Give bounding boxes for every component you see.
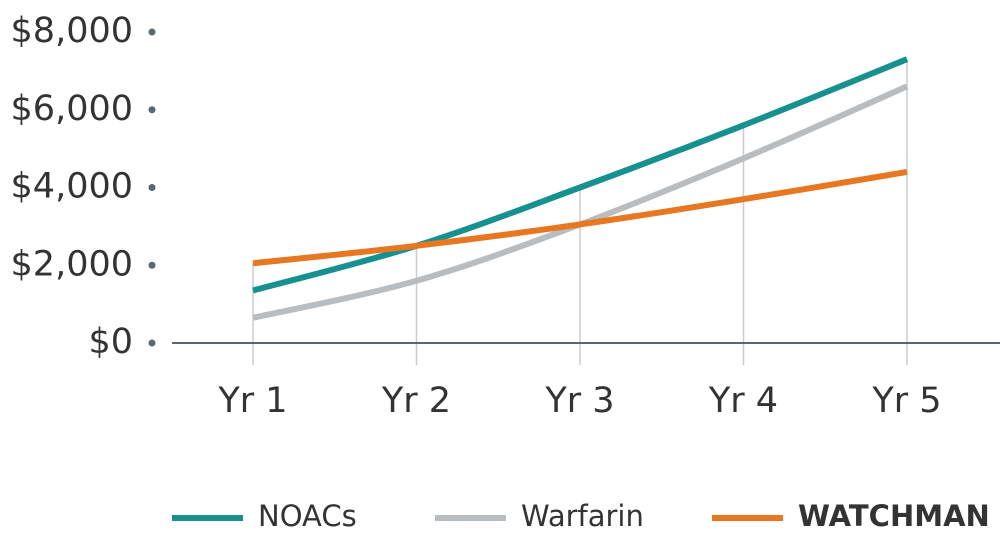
legend-label: NOACs: [258, 499, 357, 533]
y-tick-mark: [148, 339, 156, 347]
y-tick-label: $6,000: [11, 89, 133, 129]
x-tick-label: Yr 3: [544, 381, 614, 421]
legend-label: Warfarin: [521, 499, 644, 533]
x-tick-label: Yr 2: [381, 381, 451, 421]
y-tick-label: $2,000: [11, 244, 133, 284]
y-tick-mark: [148, 28, 156, 36]
x-tick-label: Yr 5: [871, 381, 941, 421]
x-tick-label: Yr 4: [708, 381, 778, 421]
x-tick-label: Yr 1: [217, 381, 287, 421]
y-tick-mark: [148, 106, 156, 114]
y-tick-label: $8,000: [11, 11, 133, 51]
y-tick-label: $4,000: [11, 167, 133, 207]
y-tick-label: $0: [88, 322, 133, 362]
y-tick-mark: [148, 261, 156, 269]
series-line: [252, 56, 909, 294]
legend-label: WATCHMAN: [798, 499, 990, 533]
y-tick-mark: [148, 184, 156, 191]
series-line: [252, 168, 908, 267]
